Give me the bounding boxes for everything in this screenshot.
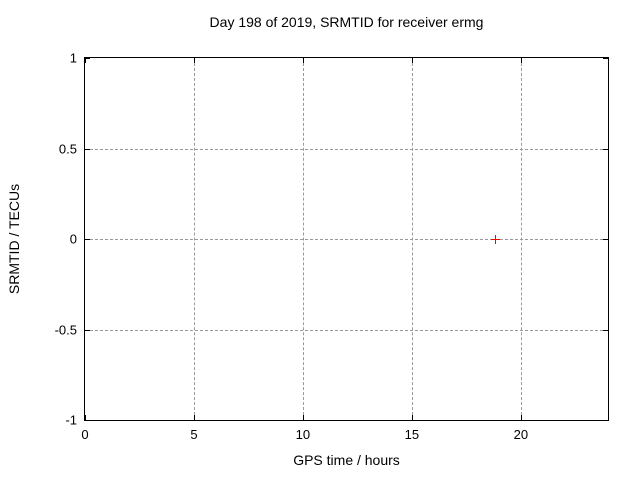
plot-area: 0 5 10 15 20 1 0.5 0 -0.5 -1 [55,51,609,442]
y-gridline [85,239,608,240]
y-tick-mark [85,58,90,59]
y-tick-mark [603,329,608,331]
y-tick-mark [85,420,90,421]
x-tick-mark [193,415,195,420]
y-tick-mark [85,329,90,331]
plus-marker-vertical-arm [494,235,496,244]
x-tick-mark [85,415,86,420]
y-tick-label: 0 [69,231,77,247]
x-tick-mark [302,58,304,63]
chart-title: Day 198 of 2019, SRMTID for receiver erm… [209,14,484,30]
y-tick-mark [603,148,608,150]
y-tick-label: 1 [69,50,77,66]
x-tick-mark [302,415,304,420]
x-axis-label: GPS time / hours [293,452,400,468]
x-tick-label: 15 [404,427,420,442]
y-tick-mark [603,58,608,59]
x-tick-label: 5 [190,427,198,442]
y-gridline [85,329,608,331]
x-tick-mark [411,58,413,63]
y-tick-mark [603,420,608,421]
x-tick-mark [520,415,522,420]
x-tick-label: 10 [295,427,311,442]
y-axis-label: SRMTID / TECUs [6,183,22,295]
y-tick-mark [603,239,608,240]
y-tick-label: 0.5 [58,141,77,156]
y-tick-label: -1 [65,412,77,428]
y-tick-label: -0.5 [54,322,77,337]
x-tick-label: 20 [513,427,529,442]
x-tick-mark [411,415,413,420]
y-gridline [85,148,608,150]
x-tick-label: 0 [81,427,89,442]
y-tick-mark [85,239,90,240]
y-tick-mark [85,148,90,150]
x-tick-mark [193,58,195,63]
x-tick-mark [85,58,86,63]
x-tick-mark [520,58,522,63]
